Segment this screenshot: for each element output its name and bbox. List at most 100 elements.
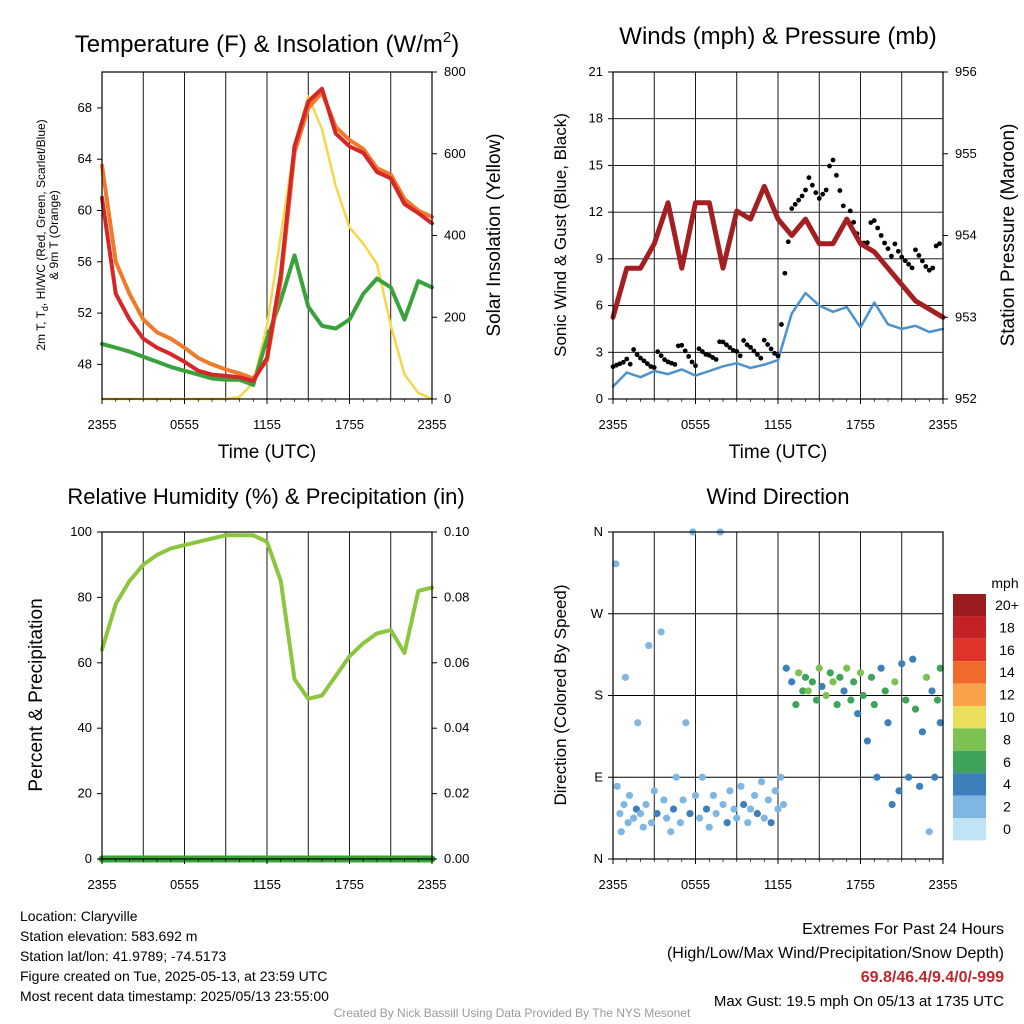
direction-point (616, 809, 624, 818)
y2-tick-label: 0.08 (444, 589, 469, 604)
legend-swatch (953, 594, 986, 617)
legend-label: 2 (1003, 799, 1011, 815)
direction-point (909, 655, 917, 663)
gust-point (751, 348, 757, 354)
legend-label: 14 (999, 664, 1015, 680)
legend-swatch (953, 728, 986, 751)
humidity-panel: Relative Humidity (%) & Precipitation (i… (26, 484, 469, 892)
direction-point (936, 719, 944, 727)
direction-point (764, 796, 772, 804)
gust-point (878, 233, 884, 238)
x-tick-label: 1755 (846, 877, 875, 892)
temperature-ticks: 2355 0555 1155 1755 2355 48 52 56 60 64 68 0 200 400 6… (78, 64, 466, 432)
direction-point (867, 673, 876, 681)
direction-point (782, 664, 790, 672)
gust-point (816, 195, 822, 201)
gust-point (686, 354, 692, 359)
direction-point (808, 678, 816, 686)
extremes-values: 69.8/46.4/9.4/0/-999 (860, 969, 1004, 986)
extremes-box: Extremes For Past 24 Hours (High/Low/Max… (667, 918, 1004, 1014)
gust-point (765, 342, 771, 347)
direction-point (642, 800, 650, 809)
direction-point (888, 800, 896, 809)
gust-point (840, 203, 846, 209)
gust-point (809, 182, 815, 188)
gust-point (923, 264, 929, 269)
gust-point (779, 322, 784, 327)
direction-point (726, 787, 734, 795)
x-tick-label: 1755 (846, 417, 875, 432)
x-tick-label: 0555 (170, 877, 199, 892)
svg-text:& 9m T (Orange): & 9m T (Orange) (47, 190, 61, 280)
direction-point (788, 678, 796, 686)
gust-point (926, 267, 932, 273)
direction-point (870, 700, 878, 709)
direction-point (854, 710, 862, 718)
direction-points (612, 528, 944, 836)
y-tick-label: 68 (78, 100, 92, 115)
humidity-ticks: 2355 0555 1155 1755 2355 0 20 40 60 80 100 0.00 0.02… (70, 524, 469, 892)
legend-swatch (953, 795, 986, 818)
gust-point (744, 342, 750, 348)
extremes-subtitle: (High/Low/Max Wind/Precipitation/Snow De… (666, 945, 1004, 962)
gust-point (696, 346, 702, 352)
station-location: Location: Claryville (20, 908, 138, 924)
gust-point (789, 206, 795, 211)
direction-point (850, 678, 858, 686)
gust-point (868, 220, 874, 226)
gust-point (682, 348, 688, 354)
direction-point (822, 691, 830, 700)
x-tick-label: 2355 (929, 417, 958, 432)
y-tick-label: 15 (589, 157, 603, 172)
legend-swatch (953, 706, 986, 729)
gust-point (782, 270, 788, 276)
gust-point (775, 353, 781, 359)
td-line (100, 253, 434, 387)
direction-point (733, 814, 741, 822)
gust-point (772, 350, 777, 356)
gust-point (799, 193, 805, 199)
gust-point (724, 342, 729, 348)
gust-point (758, 355, 764, 361)
direction-point (613, 782, 621, 790)
y2-tick-label: 953 (955, 309, 977, 324)
gust-point (919, 258, 925, 264)
y2-tick-label: 800 (444, 64, 466, 79)
direction-point (918, 728, 926, 736)
direction-point (804, 687, 812, 695)
direction-point (612, 560, 620, 568)
direction-point (737, 782, 745, 790)
y2-tick-label: 0.04 (444, 720, 469, 735)
gust-point (847, 208, 853, 214)
gust-point (699, 349, 705, 354)
legend-swatch (953, 818, 986, 841)
winds-xlabel: Time (UTC) (729, 442, 828, 463)
direction-point (922, 673, 931, 681)
winds-grid (613, 72, 943, 399)
gust-point (641, 358, 647, 364)
y-tick-label: 80 (78, 589, 92, 604)
y2-tick-label: 956 (955, 64, 977, 79)
gust-point (796, 197, 802, 203)
direction-point (760, 814, 768, 822)
direction-point (620, 800, 628, 809)
humidity-grid (142, 532, 392, 859)
direction-point (663, 814, 671, 822)
x-tick-label: 0555 (170, 417, 199, 432)
direction-point (617, 828, 625, 836)
y2-tick-label: 200 (444, 309, 466, 324)
gust-point (713, 357, 719, 362)
winds-title: Winds (mph) & Pressure (mb) (619, 23, 936, 50)
legend-swatch (953, 683, 986, 706)
y2-tick-label: 600 (444, 146, 466, 161)
legend-label: 8 (1003, 731, 1011, 747)
y-tick-label: 0 (85, 851, 92, 866)
recent-timestamp: Most recent data timestamp: 2025/05/13 2… (20, 988, 329, 1004)
x-tick-label: 2355 (599, 877, 628, 892)
wind-line (611, 291, 945, 388)
direction-point (621, 673, 629, 681)
gust-point (679, 342, 685, 348)
direction-point (767, 819, 775, 827)
y-tick-label: 56 (78, 254, 92, 269)
direction-point (779, 800, 788, 809)
